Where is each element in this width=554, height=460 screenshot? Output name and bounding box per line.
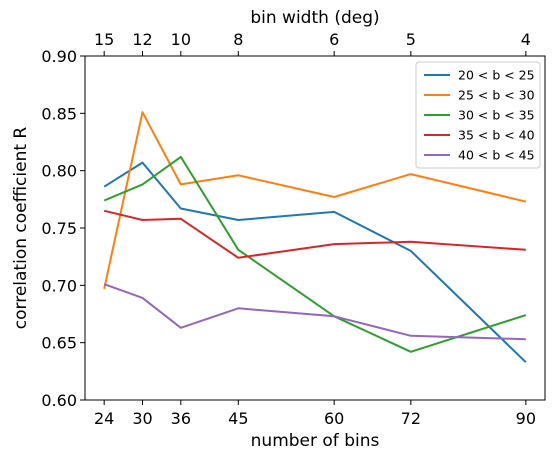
y-tick-label: 0.90 [41,47,77,66]
top-x-tick-label: 5 [406,30,416,49]
x-tick-label: 36 [171,409,191,428]
series-line-5 [103,283,526,341]
x-tick-label: 60 [324,409,344,428]
top-x-tick-label: 15 [94,30,114,49]
top-x-tick-label: 4 [521,30,531,49]
y-tick-label: 0.80 [41,162,77,181]
x-tick-label: 30 [132,409,152,428]
x-tick-label: 90 [516,409,536,428]
y-tick-label: 0.70 [41,276,77,295]
y-tick-label: 0.85 [41,104,77,123]
legend-label-3: 30 < b < 35 [458,108,535,123]
x-axis-title: number of bins [251,431,380,451]
legend-label-5: 40 < b < 45 [458,148,535,163]
y-tick-label: 0.60 [41,391,77,410]
y-axis-title: correlation coefficient R [11,127,31,330]
legend-box [415,61,541,169]
legend-label-4: 35 < b < 40 [458,128,535,143]
legend-label-2: 25 < b < 30 [458,88,535,103]
top-x-tick-label: 12 [132,30,152,49]
top-x-tick-label: 8 [233,30,243,49]
x-tick-label: 72 [401,409,421,428]
series-line-4 [103,209,526,259]
series-line-2 [103,111,527,290]
top-x-tick-label: 10 [171,30,191,49]
y-tick-label: 0.75 [41,219,77,238]
top-axis-title: bin width (deg) [250,8,379,28]
legend-label-1: 20 < b < 25 [458,68,535,83]
x-tick-label: 45 [228,409,248,428]
top-x-tick-label: 6 [329,30,339,49]
x-tick-label: 24 [94,409,114,428]
y-tick-label: 0.65 [41,334,77,353]
series-line-3 [103,155,527,353]
series-line-1 [103,161,527,363]
